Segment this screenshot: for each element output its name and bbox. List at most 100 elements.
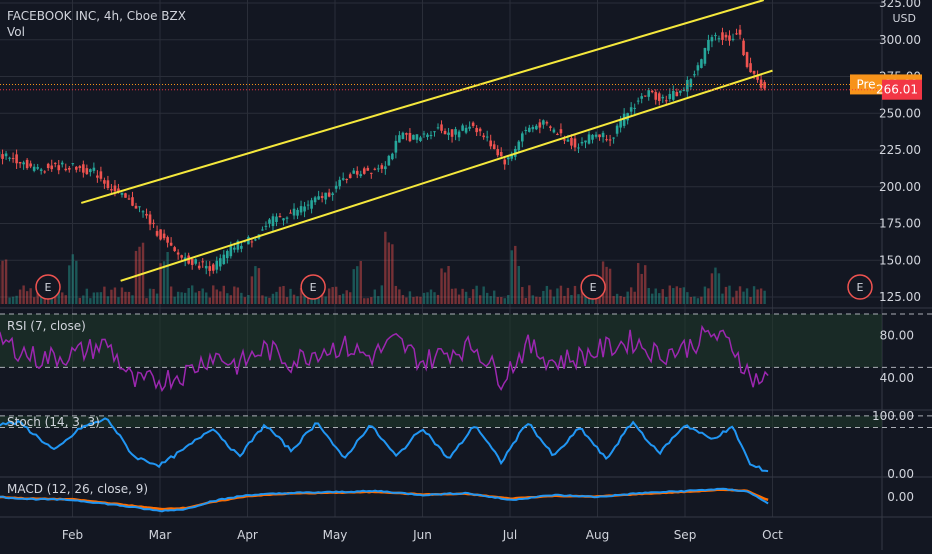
candle-body: [704, 48, 707, 64]
candle-body: [412, 135, 415, 140]
candle-body: [609, 139, 612, 140]
candle-body: [503, 160, 506, 165]
candle-body: [391, 154, 394, 159]
volume-bar: [535, 297, 537, 304]
volume-bar: [342, 294, 344, 304]
candle-body: [307, 205, 310, 206]
volume-bar: [5, 259, 7, 304]
volume-bar: [475, 286, 477, 304]
candle-body: [156, 231, 159, 236]
candle-body: [328, 193, 331, 197]
candle-body: [584, 141, 587, 143]
volume-bar: [8, 298, 10, 304]
volume-bar: [563, 296, 565, 304]
volume-bar: [223, 286, 225, 304]
candle-body: [739, 30, 742, 35]
candle-body: [668, 94, 671, 99]
volume-bar: [195, 293, 197, 304]
candle-body: [121, 193, 124, 195]
y-tick-label: 225.00: [879, 143, 921, 157]
volume-bar: [96, 292, 98, 304]
volume-bar: [693, 297, 695, 304]
candle-body: [342, 178, 345, 180]
candle-body: [152, 223, 155, 224]
candle-body: [272, 216, 275, 226]
volume-bar: [416, 296, 418, 304]
candle-body: [212, 264, 215, 270]
volume-bar: [458, 295, 460, 304]
candle-body: [402, 133, 405, 139]
volume-bar: [107, 296, 109, 304]
volume-bar: [662, 289, 664, 304]
candle-body: [317, 196, 320, 199]
candle-body: [732, 39, 735, 40]
volume-bar: [367, 298, 369, 304]
candle-body: [700, 59, 703, 68]
volume-bar: [381, 285, 383, 304]
volume-bar: [198, 291, 200, 304]
volume-bar: [433, 292, 435, 304]
y-tick-label: 325.00: [879, 0, 921, 10]
candle-body: [489, 141, 492, 147]
candle-body: [433, 131, 436, 132]
candle-body: [521, 133, 524, 141]
candle-body: [54, 163, 57, 164]
volume-bar: [114, 287, 116, 304]
candle-body: [279, 216, 282, 217]
candle-body: [349, 174, 352, 178]
volume-bar: [514, 246, 516, 304]
volume-bar: [507, 295, 509, 304]
candle-body: [690, 79, 693, 87]
candle-body: [93, 168, 96, 171]
volume-bar: [331, 287, 333, 304]
volume-bar: [212, 285, 214, 304]
candle-body: [47, 164, 50, 168]
candle-body: [528, 128, 531, 132]
candle-body: [486, 137, 489, 138]
chart-header: FACEBOOK INC, 4h, Cboe BZX Vol: [7, 8, 186, 40]
volume-bar: [753, 286, 755, 304]
volume-bar: [525, 298, 527, 304]
volume-bar: [244, 297, 246, 304]
candle-body: [159, 229, 162, 239]
volume-bar: [33, 297, 35, 304]
volume-bar: [93, 293, 95, 304]
volume-bar: [500, 297, 502, 304]
symbol-title[interactable]: FACEBOOK INC, 4h, Cboe BZX: [7, 8, 186, 24]
candle-body: [753, 71, 756, 74]
volume-bar: [258, 268, 260, 304]
candle-body: [61, 163, 64, 165]
candle-body: [479, 129, 482, 132]
candle-body: [300, 206, 303, 212]
volume-bar: [707, 288, 709, 304]
candle-body: [40, 169, 43, 171]
candle-body: [103, 180, 106, 184]
candle-body: [570, 138, 573, 146]
candle-body: [198, 266, 201, 269]
x-tick-label: Mar: [149, 528, 172, 542]
candle-body: [338, 180, 341, 186]
volume-bar: [289, 289, 291, 304]
candle-body: [623, 114, 626, 126]
stoch-tick-label: 100.00: [872, 409, 914, 423]
candle-body: [293, 209, 296, 216]
volume-bar: [65, 295, 67, 304]
candle-body: [661, 97, 664, 98]
volume-bar: [149, 289, 151, 304]
candle-body: [447, 133, 450, 135]
volume-bar: [184, 293, 186, 304]
volume-bar: [672, 288, 674, 304]
volume-bar: [29, 288, 31, 304]
volume-bar: [374, 290, 376, 304]
candle-body: [265, 226, 268, 227]
volume-label[interactable]: Vol: [7, 24, 186, 40]
x-tick-label: Sep: [674, 528, 697, 542]
candle-body: [728, 35, 731, 40]
candle-body: [595, 135, 598, 137]
candle-body: [50, 166, 53, 170]
x-tick-label: Jun: [412, 528, 432, 542]
volume-bar: [447, 266, 449, 304]
volume-bar: [180, 292, 182, 304]
volume-bar: [630, 287, 632, 304]
volume-bar: [409, 291, 411, 304]
